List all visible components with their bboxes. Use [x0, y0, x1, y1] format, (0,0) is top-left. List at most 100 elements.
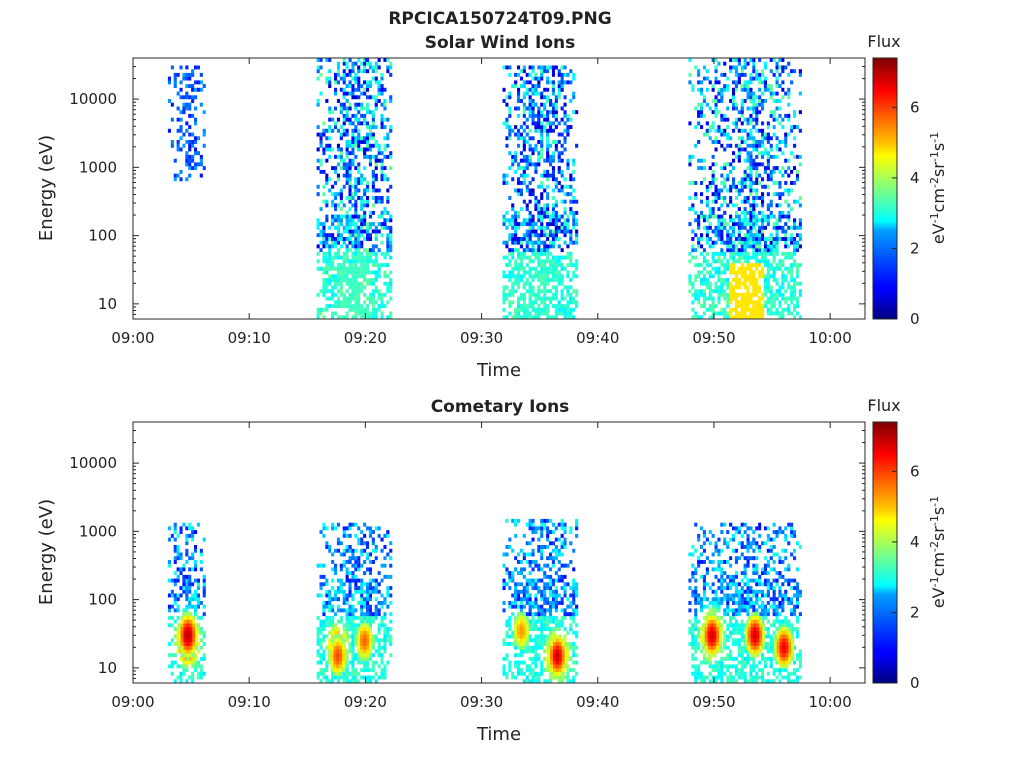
heatmap-cell: [357, 556, 361, 561]
heatmap-cell: [752, 117, 756, 122]
heatmap-cell: [781, 210, 785, 215]
heatmap-cell: [793, 225, 797, 230]
heatmap-cell: [351, 121, 355, 126]
heatmap-cell: [540, 173, 544, 178]
heatmap-cell: [345, 237, 349, 241]
heatmap-cell: [726, 278, 730, 282]
heatmap-cell: [697, 675, 701, 680]
heatmap-cell: [360, 225, 364, 230]
heatmap-cell: [763, 225, 767, 230]
heatmap-cell: [546, 586, 550, 591]
heatmap-cell: [714, 225, 718, 230]
heatmap-cell: [505, 143, 509, 148]
heatmap-cell: [185, 668, 189, 673]
heatmap-cell: [182, 567, 186, 572]
heatmap-cell: [371, 76, 375, 81]
heatmap-cell: [360, 229, 364, 234]
heatmap-cell: [363, 571, 367, 576]
heatmap-cell: [749, 281, 753, 286]
heatmap-cell: [383, 251, 387, 256]
heatmap-cell: [508, 196, 512, 200]
heatmap-cell: [714, 541, 718, 546]
heatmap-cell: [554, 285, 558, 290]
heatmap-cell: [787, 166, 791, 171]
heatmap-cell: [348, 548, 352, 553]
heatmap-cell: [566, 645, 570, 650]
heatmap-cell: [357, 304, 361, 309]
heatmap-cell: [549, 222, 553, 227]
heatmap-cell: [543, 608, 547, 613]
heatmap-cell: [691, 237, 695, 241]
heatmap-cell: [758, 304, 762, 309]
heatmap-cell: [366, 188, 370, 193]
heatmap-cell: [383, 58, 387, 62]
heatmap-cell: [560, 76, 564, 81]
heatmap-cell: [697, 597, 701, 602]
heatmap-cell: [374, 95, 378, 100]
heatmap-cell: [781, 58, 785, 62]
heatmap-cell: [697, 121, 701, 126]
heatmap-cell: [572, 315, 576, 320]
heatmap-cell: [790, 233, 794, 238]
heatmap-cell: [389, 281, 393, 286]
heatmap-cell: [173, 537, 177, 542]
heatmap-cell: [345, 169, 349, 174]
heatmap-cell: [528, 656, 532, 661]
heatmap-cell: [752, 65, 756, 70]
heatmap-cell: [557, 80, 561, 85]
heatmap-cell: [383, 563, 387, 568]
heatmap-cell: [752, 311, 756, 316]
heatmap-cell: [723, 240, 727, 245]
heatmap-cell: [519, 240, 523, 245]
heatmap-cell: [705, 229, 709, 234]
heatmap-cell: [517, 311, 521, 316]
heatmap-cell: [182, 143, 186, 148]
heatmap-cell: [540, 136, 544, 141]
heatmap-cell: [519, 668, 523, 673]
heatmap-cell: [336, 630, 340, 635]
heatmap-cell: [694, 125, 698, 130]
heatmap-cell: [551, 563, 555, 568]
heatmap-cell: [749, 210, 753, 215]
heatmap-cell: [522, 274, 526, 279]
heatmap-cell: [540, 619, 544, 624]
heatmap-cell: [566, 270, 570, 275]
heatmap-cell: [560, 545, 564, 549]
heatmap-cell: [366, 604, 370, 609]
heatmap-cell: [339, 222, 343, 227]
heatmap-cell: [743, 181, 747, 185]
heatmap-cell: [563, 95, 567, 100]
heatmap-cell: [502, 173, 506, 178]
heatmap-cell: [528, 237, 532, 241]
heatmap-cell: [543, 589, 547, 594]
heatmap-cell: [377, 65, 381, 70]
heatmap-cell: [522, 91, 526, 96]
heatmap-cell: [551, 80, 555, 85]
heatmap-cell: [726, 117, 730, 122]
heatmap-cell: [357, 214, 361, 219]
heatmap-cell: [374, 229, 378, 234]
heatmap-cell: [368, 281, 372, 286]
heatmap-cell: [743, 147, 747, 152]
heatmap-cell: [717, 188, 721, 193]
heatmap-cell: [563, 233, 567, 238]
heatmap-cell: [360, 552, 364, 557]
heatmap-cell: [740, 251, 744, 256]
heatmap-cell: [334, 244, 338, 249]
heatmap-cell: [528, 522, 532, 527]
heatmap-cell: [778, 181, 782, 185]
heatmap-cell: [540, 638, 544, 643]
heatmap-cell: [737, 251, 741, 256]
heatmap-cell: [732, 263, 736, 268]
heatmap-cell: [334, 91, 338, 96]
heatmap-cell: [534, 270, 538, 275]
heatmap-cell: [363, 210, 367, 215]
heatmap-cell: [528, 664, 532, 669]
heatmap-cell: [688, 274, 692, 279]
heatmap-cell: [363, 601, 367, 605]
heatmap-cell: [560, 311, 564, 316]
heatmap-cell: [732, 99, 736, 103]
heatmap-cell: [519, 608, 523, 613]
heatmap-cell: [569, 80, 573, 85]
heatmap-cell: [336, 99, 340, 103]
